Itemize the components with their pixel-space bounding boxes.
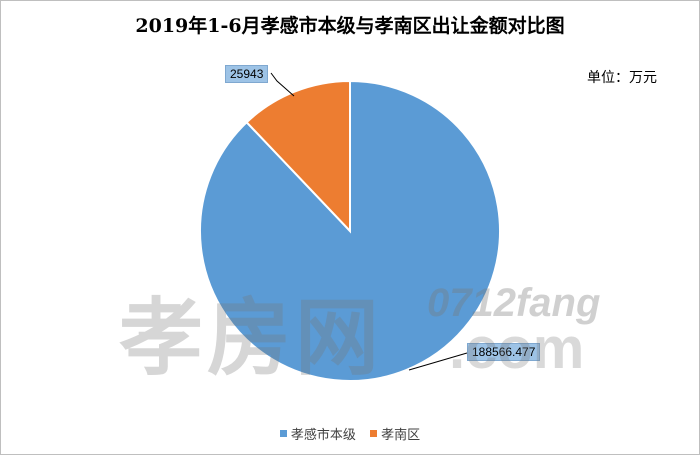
- leader-line-shi-benji: [408, 352, 468, 371]
- data-label-shi-benji: 188566.477: [467, 343, 541, 361]
- data-label-xiaonan: 25943: [225, 65, 269, 83]
- legend-swatch-shi-benji: [279, 430, 287, 437]
- legend-item-shi-benji: 孝感市本级: [279, 424, 356, 443]
- pie-slice-xiaonan: [245, 79, 351, 234]
- unit-label: 单位：万元: [587, 70, 657, 86]
- leader-line-xiaonan: [270, 72, 295, 97]
- chart-title: 2019年1-6月孝感市本级与孝南区出让金额对比图: [135, 15, 565, 37]
- legend: 孝感市本级 孝南区: [1, 424, 699, 443]
- pie-slice-shi-benji: [199, 79, 501, 382]
- legend-item-xiaonan: 孝南区: [370, 424, 420, 443]
- legend-swatch-xiaonan: [370, 430, 378, 437]
- legend-label-xiaonan: 孝南区: [381, 428, 421, 443]
- legend-label-shi-benji: 孝感市本级: [290, 428, 356, 443]
